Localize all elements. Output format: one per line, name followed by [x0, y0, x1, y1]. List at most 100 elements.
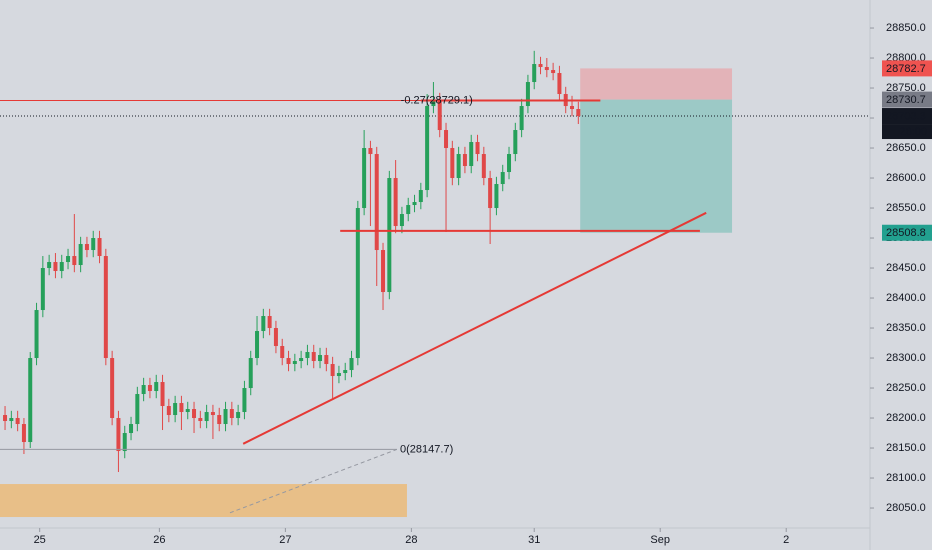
- candle-body: [59, 262, 64, 272]
- y-tick-label: 28250.0: [886, 382, 926, 394]
- price-tag: [882, 108, 932, 125]
- candle-body: [381, 250, 386, 293]
- y-tick-label: 28200.0: [886, 412, 926, 424]
- candle-body: [469, 142, 474, 167]
- candle-body: [72, 256, 77, 266]
- candle-body: [431, 100, 436, 107]
- candle-body: [78, 244, 83, 266]
- candle-body: [223, 409, 228, 425]
- candle-body: [242, 388, 247, 413]
- candle-body: [399, 214, 404, 227]
- candle-body: [261, 316, 266, 332]
- candle-body: [343, 370, 348, 374]
- x-tick-label: 28: [405, 534, 417, 546]
- candle-body: [273, 328, 278, 347]
- candle-body: [406, 205, 411, 215]
- candle-body: [425, 106, 430, 191]
- candle-body: [412, 202, 417, 206]
- candle-body: [255, 331, 260, 359]
- candle-body: [525, 82, 530, 107]
- candle-body: [147, 385, 152, 392]
- drawing-line: [242, 211, 707, 445]
- candle-body: [229, 409, 234, 419]
- candle-body: [444, 130, 449, 149]
- candle-body: [330, 364, 335, 377]
- candle-body: [210, 412, 215, 416]
- y-tick-label: 28300.0: [886, 352, 926, 364]
- y-tick-label: 28600.0: [886, 172, 926, 184]
- y-tick-label: 28400.0: [886, 292, 926, 304]
- candle-body: [217, 415, 222, 425]
- candle-body: [15, 418, 20, 425]
- candle-body: [538, 64, 543, 68]
- candle-body: [173, 403, 178, 416]
- candle-body: [481, 154, 486, 179]
- candle-body: [311, 352, 316, 362]
- candle-body: [97, 238, 102, 257]
- y-tick-label: 28450.0: [886, 262, 926, 274]
- y-tick-label: 28650.0: [886, 142, 926, 154]
- x-tick-label: 31: [528, 534, 540, 546]
- candle-body: [204, 412, 209, 422]
- candle-body: [103, 256, 108, 359]
- candle-body: [576, 109, 581, 117]
- candle-body: [387, 178, 392, 293]
- candle-body: [418, 190, 423, 203]
- x-tick-label: 2: [783, 534, 789, 546]
- candle-body: [286, 358, 291, 365]
- x-tick-label: 25: [34, 534, 46, 546]
- y-tick-label: 28550.0: [886, 202, 926, 214]
- candle-body: [3, 415, 8, 422]
- candle-body: [179, 403, 184, 413]
- candle-body: [141, 385, 146, 395]
- candle-body: [349, 358, 354, 371]
- target-area: [580, 99, 733, 233]
- candle-body: [198, 418, 203, 422]
- candle-body: [40, 268, 45, 311]
- candle-body: [160, 382, 165, 407]
- candle-body: [450, 148, 455, 179]
- candle-body: [28, 358, 33, 443]
- countdown-label: 26:00: [899, 126, 927, 138]
- candle-body: [507, 154, 512, 173]
- candle-body: [393, 178, 398, 227]
- price-tag: [882, 91, 932, 108]
- fib-label: 0(28147.7): [400, 443, 453, 455]
- candle-body: [544, 67, 549, 71]
- y-tick-label: 28100.0: [886, 472, 926, 484]
- candle-body: [84, 244, 89, 251]
- candle-body: [500, 172, 505, 185]
- drawing-line: [229, 448, 398, 514]
- candle-body: [192, 409, 197, 419]
- candle-body: [154, 382, 159, 392]
- candle-body: [185, 409, 190, 413]
- axes: 28050.0 28100.0 28150.0 28200.0 28250.0 28300…: [34, 22, 932, 546]
- candle-body: [336, 373, 341, 377]
- candle-body: [47, 262, 52, 269]
- candle-body: [91, 238, 96, 251]
- candle-body: [494, 184, 499, 209]
- price-tag-label: 28703.3: [886, 110, 926, 122]
- candle-body: [34, 310, 39, 359]
- price-tag-label: 28782.7: [886, 63, 926, 75]
- x-tick-label: 26: [153, 534, 165, 546]
- candle-body: [362, 148, 367, 209]
- stop-area: [580, 68, 733, 100]
- candle-body: [122, 433, 127, 452]
- x-tick-label: Sep: [650, 534, 670, 546]
- candle-body: [532, 64, 537, 83]
- candle-body: [456, 154, 461, 179]
- candle-body: [557, 73, 562, 95]
- candle-body: [248, 358, 253, 389]
- candle-body: [66, 256, 71, 263]
- candle-body: [21, 424, 26, 443]
- candle-body: [135, 394, 140, 425]
- candle-body: [318, 355, 323, 362]
- candle-body: [368, 148, 373, 155]
- candle-body: [116, 418, 121, 452]
- candle-body: [324, 355, 329, 365]
- price-tag-label: 28508.8: [886, 227, 926, 239]
- candle-body: [488, 178, 493, 209]
- y-tick-label: 28850.0: [886, 22, 926, 34]
